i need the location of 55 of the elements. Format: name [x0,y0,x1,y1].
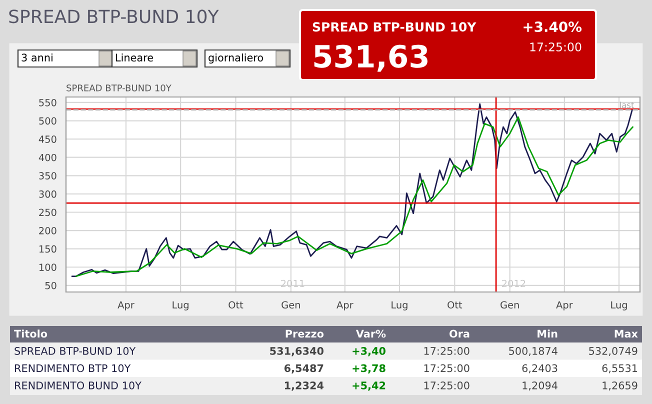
y-tick-label: 300 [39,190,56,198]
text: 1,2094 [522,382,558,390]
y-tick-label: 100 [39,264,56,271]
text: 6,5487 [284,364,324,374]
y-tick-label: 50 [45,282,56,290]
text: +5,42 [352,382,386,391]
text: Var% [356,330,386,338]
text: RENDIMENTO BTP 10Y [15,364,131,372]
text: Max [614,330,638,338]
y-tick-label: 400 [38,154,56,162]
text: Prezzo [286,330,324,338]
y-tick-label: 350 [39,172,56,180]
text: SPREAD BTP-BUND 10Y [312,22,476,32]
text: 6,2403 [522,364,558,374]
text: 531,63 [314,44,428,72]
y-tick-label: 150 [39,245,56,253]
y-tick-label: 500 [39,117,56,125]
text: RENDIMENTO BUND 10Y [15,382,142,390]
x-tick-label: Gen [282,301,300,309]
text: Min [538,330,558,338]
x-tick-label: Apr [118,301,134,310]
x-tick-label: Lug [392,301,408,310]
text: +3,40 [352,347,386,356]
x-tick-label: Ott [448,301,462,309]
text: 17:25:00 [424,382,470,390]
text: SPREAD BTP-BUND 10Y [9,10,219,24]
x-tick-label: Apr [336,301,354,310]
text: 532,0749 [589,347,638,356]
y-tick-label: 250 [39,208,56,216]
text: 17:25:00 [530,42,582,52]
text: +3.40% [524,22,582,32]
text: Lineare [116,53,153,62]
text: 6,5531 [602,364,638,374]
text: giornaliero [208,53,264,64]
text: 3 anni [22,53,52,62]
x-tick-label: Apr [556,301,573,310]
text: 1,2659 [602,382,638,390]
ref-line-label: last [620,102,634,108]
y-tick-label: 200 [39,227,56,234]
chart-title: SPREAD BTP-BUND 10Y [66,84,172,92]
text: 17:25:00 [424,364,470,372]
text: Titolo [14,330,48,338]
text: 17:25:00 [424,347,470,355]
text: SPREAD BTP-BUND 10Y [14,347,136,355]
text: Ora [449,330,470,338]
y-tick-label: 450 [38,136,56,143]
x-tick-label: Lug [172,301,188,310]
text: 531,6340 [270,347,324,356]
text: 500,1874 [509,347,558,356]
y-tick-label: 550 [39,98,56,106]
x-tick-label: Lug [611,301,627,310]
x-tick-label: Ott [228,301,244,309]
text: 1,2324 [284,382,324,391]
text: +3,78 [352,364,386,374]
x-tick-label: Gen [500,301,519,309]
